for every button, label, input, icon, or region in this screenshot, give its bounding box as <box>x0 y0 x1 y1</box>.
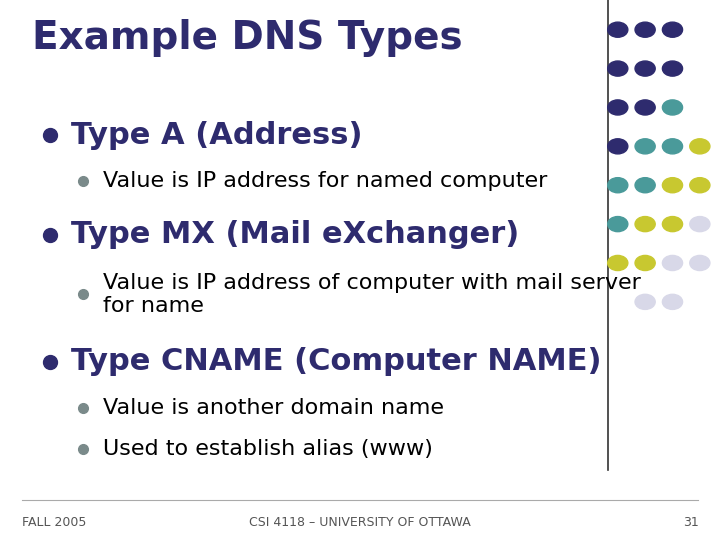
Circle shape <box>635 22 655 37</box>
Circle shape <box>608 22 628 37</box>
Circle shape <box>635 217 655 232</box>
Text: 31: 31 <box>683 516 698 529</box>
Circle shape <box>662 22 683 37</box>
Circle shape <box>662 139 683 154</box>
Text: Example DNS Types: Example DNS Types <box>32 19 463 57</box>
Circle shape <box>662 178 683 193</box>
Circle shape <box>690 217 710 232</box>
Circle shape <box>608 255 628 271</box>
Circle shape <box>690 178 710 193</box>
Text: Type CNAME (Computer NAME): Type CNAME (Computer NAME) <box>71 347 601 376</box>
Circle shape <box>690 139 710 154</box>
Text: Value is IP address of computer with mail server
for name: Value is IP address of computer with mai… <box>103 273 641 316</box>
Text: Type A (Address): Type A (Address) <box>71 120 362 150</box>
Circle shape <box>662 294 683 309</box>
Circle shape <box>635 61 655 76</box>
Text: Used to establish alias (www): Used to establish alias (www) <box>103 439 433 460</box>
Circle shape <box>662 255 683 271</box>
Text: Value is IP address for named computer: Value is IP address for named computer <box>103 171 547 191</box>
Circle shape <box>608 61 628 76</box>
Circle shape <box>635 294 655 309</box>
Text: FALL 2005: FALL 2005 <box>22 516 86 529</box>
Circle shape <box>608 217 628 232</box>
Circle shape <box>608 178 628 193</box>
Circle shape <box>635 139 655 154</box>
Circle shape <box>635 255 655 271</box>
Circle shape <box>635 100 655 115</box>
Circle shape <box>662 61 683 76</box>
Circle shape <box>690 255 710 271</box>
Text: Type MX (Mail eXchanger): Type MX (Mail eXchanger) <box>71 220 519 249</box>
Text: Value is another domain name: Value is another domain name <box>103 397 444 418</box>
Circle shape <box>662 100 683 115</box>
Text: CSI 4118 – UNIVERSITY OF OTTAWA: CSI 4118 – UNIVERSITY OF OTTAWA <box>249 516 471 529</box>
Circle shape <box>608 139 628 154</box>
Circle shape <box>662 217 683 232</box>
Circle shape <box>608 100 628 115</box>
Circle shape <box>635 178 655 193</box>
